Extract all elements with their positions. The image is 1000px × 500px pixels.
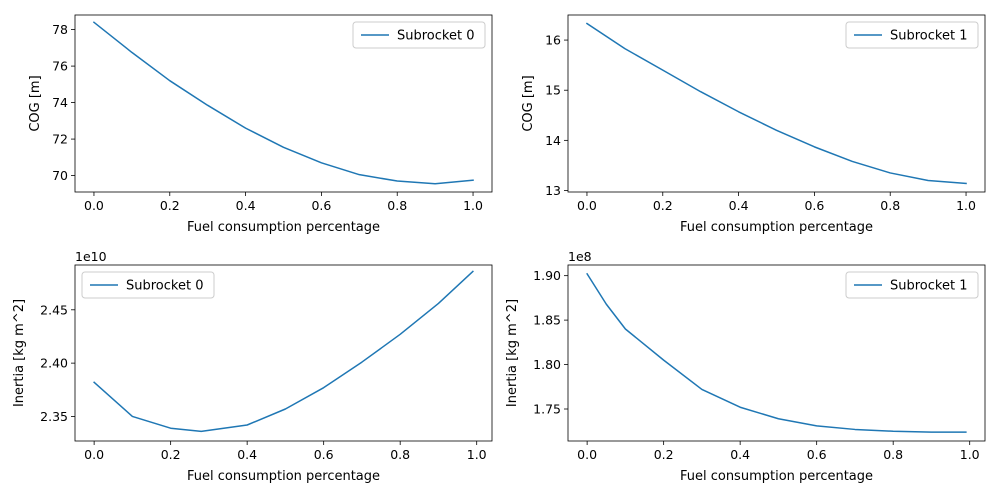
- x-tick-label: 0.8: [390, 447, 410, 462]
- x-tick-label: 0.6: [807, 447, 827, 462]
- x-tick-label: 0.0: [577, 447, 597, 462]
- y-tick-label: 2.45: [40, 302, 68, 317]
- x-tick-label: 0.6: [804, 198, 824, 213]
- legend-box: [352, 21, 486, 49]
- legend: Subrocket 0: [81, 271, 215, 299]
- series-line-subrocket-0: [93, 270, 474, 433]
- y-tick-label: 70: [52, 168, 68, 183]
- x-tick-label: 0.4: [237, 447, 257, 462]
- x-tick-label: 0.2: [654, 447, 674, 462]
- x-tick-label: 0.2: [160, 198, 180, 213]
- y-tick-label: 74: [52, 95, 68, 110]
- subplot-4: 0.0 0.2 0.4 0.6 0.8 1.0 1.75 1.80 1.85 1.90 Fuel c…: [505, 249, 986, 484]
- subplot-3: 0.0 0.2 0.4 0.6 0.8 1.0 2.35 2.40 2.45 Fuel consu…: [12, 249, 493, 484]
- x-tick-label: 1.0: [960, 447, 980, 462]
- legend: Subrocket 1: [845, 21, 979, 49]
- y-axis-label: COG [m]: [521, 75, 536, 131]
- y-tick-label: 1.90: [533, 268, 561, 283]
- x-axis-label: Fuel consumption percentage: [187, 469, 380, 484]
- legend: Subrocket 0: [352, 21, 486, 49]
- y-tick-label: 13: [545, 183, 561, 198]
- legend-label: Subrocket 1: [890, 279, 967, 294]
- legend-box: [845, 271, 979, 299]
- y-tick-label: 16: [545, 33, 561, 48]
- x-tick-label: 1.0: [463, 198, 483, 213]
- series-line-subrocket-1: [585, 22, 967, 185]
- x-tick-label: 0.6: [314, 447, 334, 462]
- legend-label: Subrocket 0: [126, 279, 203, 294]
- x-tick-label: 0.8: [387, 198, 407, 213]
- y-tick-label: 15: [545, 83, 561, 98]
- series-line-subrocket-1: [586, 272, 967, 433]
- axes-frame: [567, 14, 986, 193]
- x-tick-label: 1.0: [956, 198, 976, 213]
- x-tick-label: 1.0: [467, 447, 487, 462]
- legend-box: [845, 21, 979, 49]
- x-tick-label: 0.8: [880, 198, 900, 213]
- x-tick-label: 0.8: [883, 447, 903, 462]
- x-tick-label: 0.0: [577, 198, 597, 213]
- y-tick-label: 76: [52, 59, 68, 74]
- subplot-1: 0.0 0.2 0.4 0.6 0.8 1.0 70 72 74 76 78 Fuel consump…: [28, 14, 493, 235]
- y-tick-label: 1.80: [533, 357, 561, 372]
- y-axis-label: Inertia [kg m^2]: [12, 299, 27, 407]
- series-line-subrocket-0: [92, 21, 474, 185]
- x-axis-label: Fuel consumption percentage: [680, 469, 873, 484]
- x-tick-label: 0.4: [236, 198, 256, 213]
- axes-frame: [74, 264, 493, 442]
- y-tick-label: 1.75: [533, 402, 561, 417]
- x-tick-label: 0.0: [84, 198, 104, 213]
- y-axis-label: Inertia [kg m^2]: [505, 299, 520, 407]
- y-tick-label: 14: [545, 133, 561, 148]
- axes-frame: [567, 264, 986, 442]
- subplot-2: 0.0 0.2 0.4 0.6 0.8 1.0 13 14 15 16 Fuel consumpti…: [521, 14, 986, 235]
- legend: Subrocket 1: [845, 271, 979, 299]
- x-tick-label: 0.2: [653, 198, 673, 213]
- x-tick-label: 0.2: [161, 447, 181, 462]
- y-tick-label: 2.35: [40, 409, 68, 424]
- y-offset-text: 1e8: [568, 249, 592, 264]
- y-axis-label: COG [m]: [28, 75, 43, 131]
- x-axis-label: Fuel consumption percentage: [680, 220, 873, 235]
- x-tick-label: 0.0: [84, 447, 104, 462]
- y-tick-label: 72: [52, 132, 68, 147]
- legend-label: Subrocket 1: [890, 29, 967, 44]
- x-tick-label: 0.6: [311, 198, 331, 213]
- x-tick-label: 0.4: [730, 447, 750, 462]
- y-tick-label: 78: [52, 22, 68, 37]
- y-tick-label: 1.85: [533, 313, 561, 328]
- legend-box: [81, 271, 215, 299]
- axes-frame: [74, 14, 493, 193]
- x-tick-label: 0.4: [729, 198, 749, 213]
- y-tick-label: 2.40: [40, 356, 68, 371]
- y-offset-text: 1e10: [75, 249, 107, 264]
- legend-label: Subrocket 0: [397, 29, 474, 44]
- x-axis-label: Fuel consumption percentage: [187, 220, 380, 235]
